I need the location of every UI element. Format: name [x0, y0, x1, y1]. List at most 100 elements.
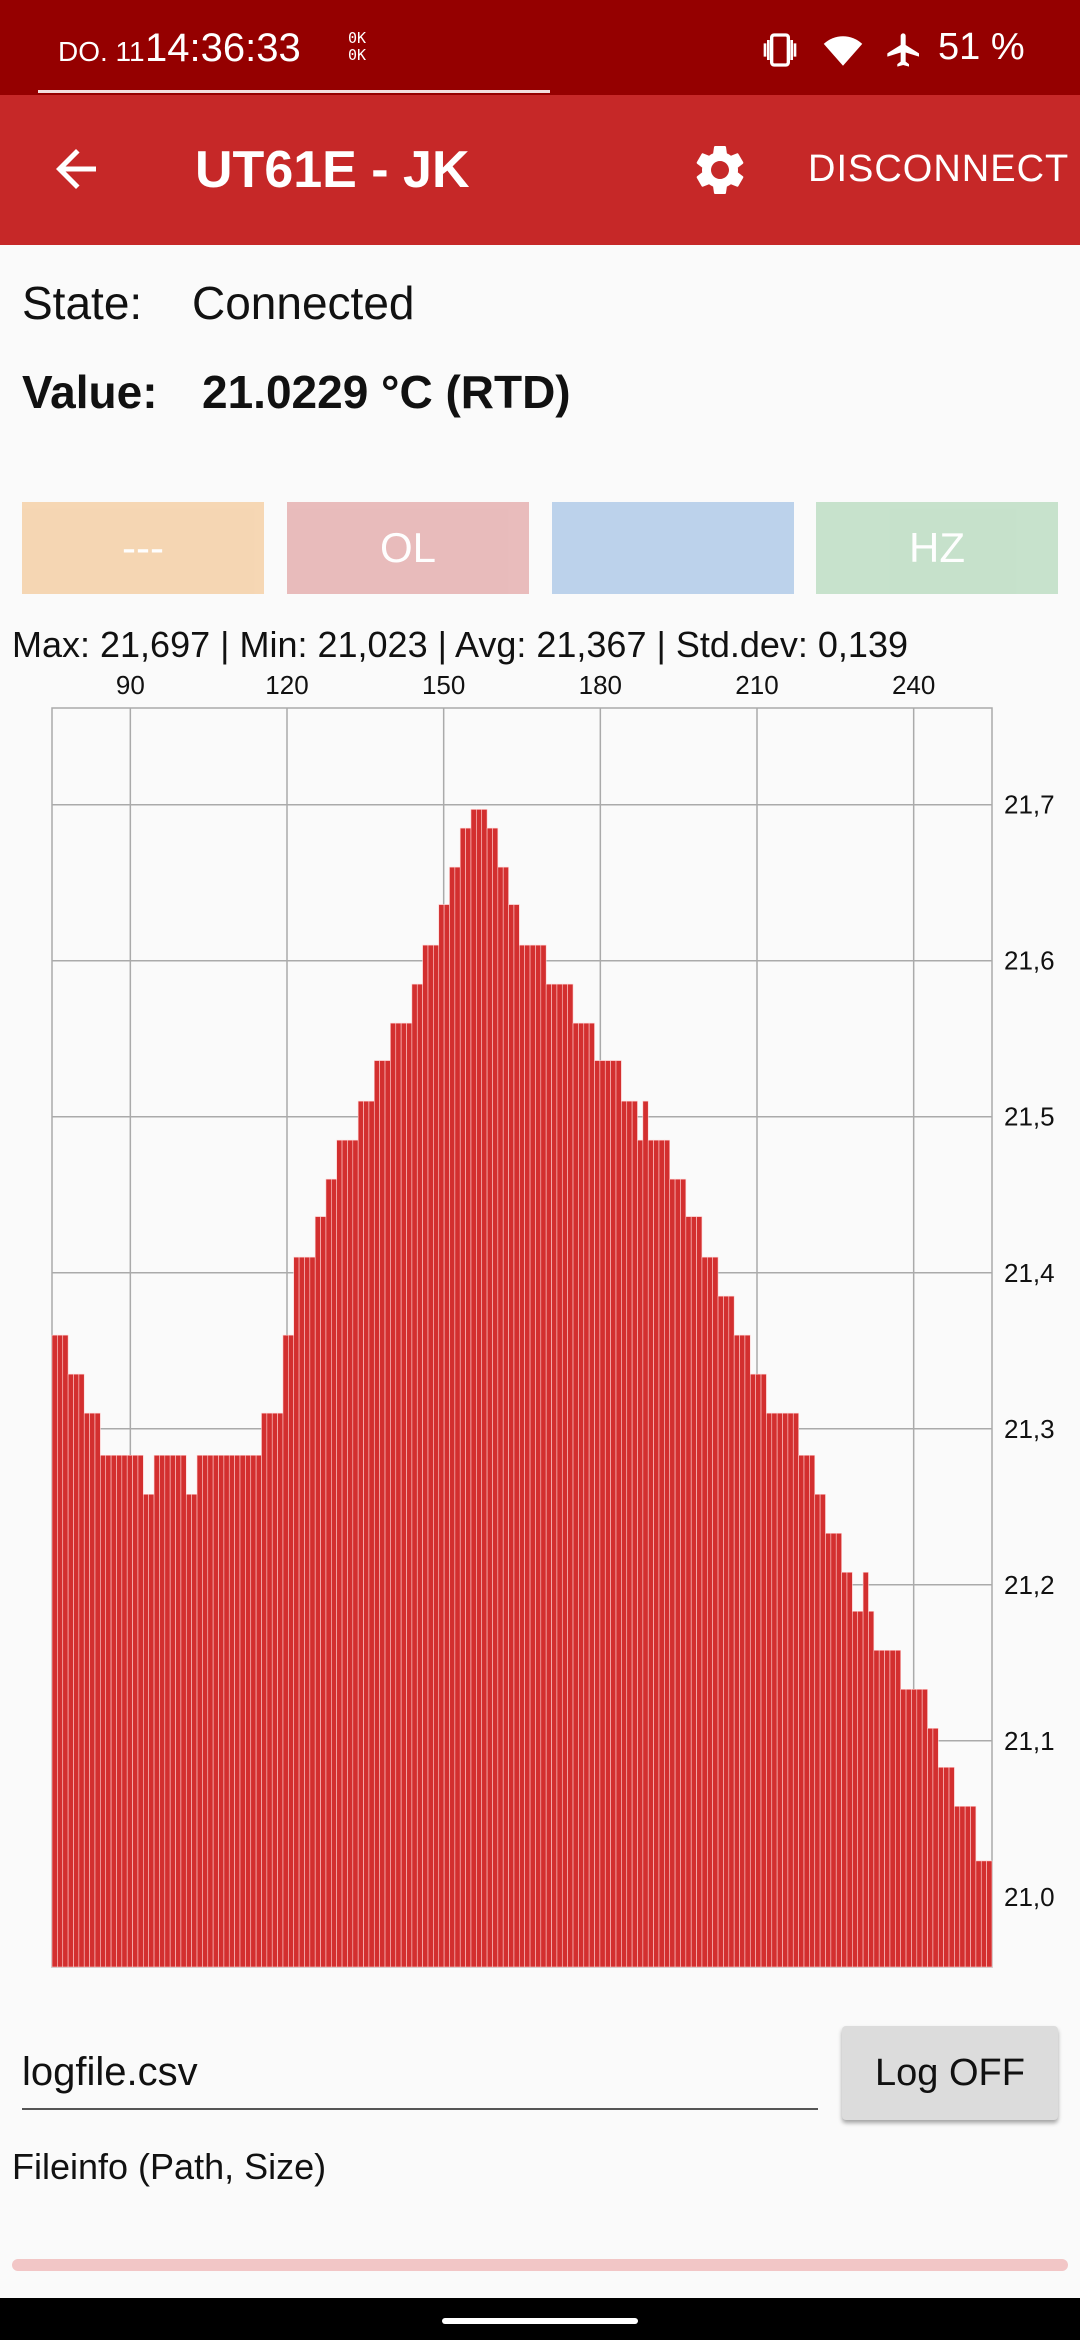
chart-bar	[626, 1100, 633, 1968]
chart-bar	[486, 827, 493, 1968]
battery-level: 51 %	[938, 26, 1025, 68]
chart-bar	[873, 1649, 880, 1968]
chart-bar	[970, 1806, 977, 1968]
chart-bar	[255, 1454, 262, 1968]
mode-indicator-dashes: ---	[22, 502, 264, 594]
chart-bar	[502, 866, 509, 1968]
gear-icon[interactable]	[690, 140, 750, 200]
chart-bar	[980, 1860, 987, 1968]
chart-bar	[884, 1649, 891, 1968]
chart-bar	[567, 983, 574, 1968]
chart-bar	[540, 944, 547, 1968]
disconnect-button[interactable]: DISCONNECT	[808, 148, 1070, 190]
statistics-text: Max: 21,697 | Min: 21,023 | Avg: 21,367 …	[12, 624, 908, 665]
chart-bar	[347, 1139, 354, 1968]
vibrate-icon	[763, 33, 797, 67]
chart-bar	[218, 1454, 225, 1968]
chart-bar	[744, 1334, 751, 1968]
chart-bar	[228, 1454, 235, 1968]
status-bar: DO. 11 14:36:33 0K 0K 51 %	[0, 0, 1080, 95]
back-arrow-icon[interactable]	[46, 139, 106, 199]
chart-bar	[363, 1100, 370, 1968]
chart-bar	[314, 1216, 321, 1968]
chart-bar	[433, 944, 440, 1968]
chart-bar	[250, 1454, 257, 1968]
chart-bar	[207, 1454, 214, 1968]
chart-bar	[459, 827, 466, 1968]
chart-bar	[846, 1571, 853, 1968]
chart-bar	[658, 1139, 665, 1968]
chart-bar	[760, 1373, 767, 1968]
chart-bar	[690, 1216, 697, 1968]
status-icons	[760, 28, 924, 72]
chart-bar	[427, 944, 434, 1968]
chart-bar	[604, 1060, 611, 1968]
y-tick-label: 21,5	[1004, 1102, 1055, 1132]
ok-indicator: 0K 0K	[348, 29, 367, 64]
chart-bar	[696, 1216, 703, 1968]
chart-bar	[331, 1178, 337, 1968]
chart-bar	[78, 1373, 85, 1968]
chart-bar	[680, 1178, 687, 1968]
chart-bar	[776, 1412, 783, 1968]
chart-bar	[132, 1454, 139, 1968]
chart-bar	[105, 1454, 112, 1968]
chart-bar	[89, 1412, 96, 1968]
chart-bar	[852, 1610, 859, 1968]
chart-bar	[572, 1022, 579, 1968]
y-tick-label: 21,7	[1004, 790, 1055, 820]
chart-bar	[196, 1454, 203, 1968]
chart-bar	[959, 1806, 966, 1968]
chart-bar	[304, 1256, 311, 1968]
chart-bar	[67, 1373, 74, 1968]
chart-bar	[153, 1454, 160, 1968]
chart-bar	[223, 1454, 230, 1968]
chart-bar	[384, 1060, 391, 1968]
chart-bar	[411, 983, 418, 1968]
x-tick-label: 180	[579, 670, 622, 700]
chart-bar	[529, 944, 536, 1968]
chart-bar	[674, 1178, 681, 1968]
chart-bar	[599, 1060, 606, 1968]
chart-bar	[535, 944, 542, 1968]
chart-bar	[454, 866, 461, 1968]
chart-bar	[964, 1806, 971, 1968]
chart-bar	[110, 1454, 117, 1968]
chart-bar	[857, 1610, 864, 1968]
home-gesture-pill[interactable]	[442, 2318, 638, 2324]
chart-bar	[723, 1295, 730, 1968]
mode-indicator-blank	[552, 502, 794, 594]
chart-bar	[862, 1571, 869, 1968]
chart-bar	[900, 1689, 907, 1968]
chart-bar	[481, 809, 488, 1968]
x-tick-label: 90	[116, 670, 145, 700]
chart-bar	[787, 1412, 794, 1968]
chart-bar	[712, 1256, 719, 1968]
log-toggle-button[interactable]: Log OFF	[842, 2026, 1058, 2120]
chart-bar	[653, 1139, 660, 1968]
logfile-name-input[interactable]: logfile.csv	[22, 2040, 818, 2110]
chart-bar	[835, 1532, 842, 1968]
y-tick-label: 21,4	[1004, 1258, 1055, 1288]
chart-bar	[202, 1454, 209, 1968]
state-value: Connected	[192, 277, 415, 329]
chart-bar	[583, 1022, 590, 1968]
x-tick-label: 210	[735, 670, 778, 700]
x-tick-label: 120	[265, 670, 308, 700]
chart-bar	[825, 1532, 832, 1968]
chart-bar	[669, 1178, 676, 1968]
chart-bar	[615, 1060, 622, 1968]
chart-bar	[610, 1060, 617, 1968]
measurement-chart: 90 120 150 180 210 240 21,7 21,6 21,5 21,4 21,3 21,…	[51, 670, 1055, 1968]
chart-bar	[83, 1412, 90, 1968]
chart-bar	[728, 1295, 735, 1968]
chart-bar	[438, 904, 445, 1968]
chart-bar	[470, 809, 477, 1968]
chart-bar	[476, 809, 483, 1968]
chart-bar	[664, 1139, 671, 1968]
chart-bar	[647, 1139, 654, 1968]
app-bar: UT61E - JK DISCONNECT	[0, 95, 1080, 245]
chart-bar	[771, 1412, 778, 1968]
chart-bar	[911, 1689, 918, 1968]
chart-bar	[352, 1139, 359, 1968]
